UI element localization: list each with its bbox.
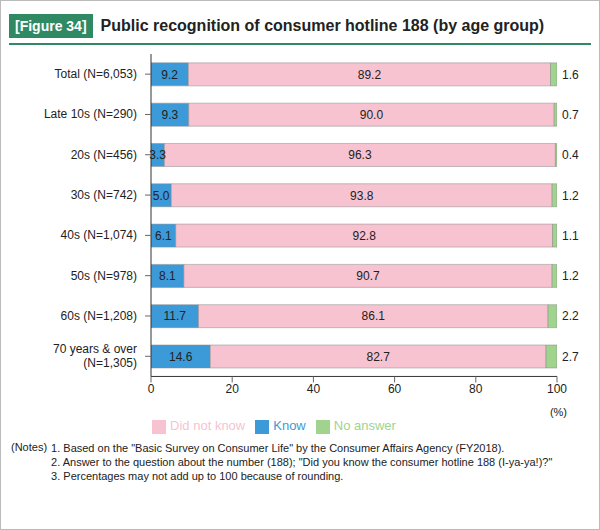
html-text:No answer: No answer	[333, 418, 396, 434]
html-text:Did not know: Did not know	[170, 418, 246, 434]
svg-text:3.3: 3.3	[149, 148, 166, 162]
svg-text:1.1: 1.1	[562, 229, 579, 243]
svg-text:Total (N=6,053): Total (N=6,053)	[55, 67, 137, 81]
svg-text:90.0: 90.0	[360, 108, 384, 122]
svg-text:100: 100	[547, 382, 567, 396]
html-text:(Notes) 1. Based on the "Basic: (Notes) 1. Based on the "Basic Survey on…	[11, 441, 505, 454]
svg-text:80: 80	[469, 382, 483, 396]
svg-text:1.2: 1.2	[562, 269, 579, 283]
svg-text:20s (N=456): 20s (N=456)	[71, 148, 137, 162]
svg-text:5.0: 5.0	[153, 189, 170, 203]
svg-text:20: 20	[226, 382, 240, 396]
svg-text:86.1: 86.1	[362, 309, 386, 323]
svg-text:40: 40	[307, 382, 321, 396]
svg-text:6.1: 6.1	[155, 229, 172, 243]
html-text:2. Answer to the question abou: 2. Answer to the question about the numb…	[51, 456, 553, 468]
svg-text:1.6: 1.6	[562, 68, 579, 82]
svg-text:70 years & over(N=1,305): 70 years & over(N=1,305)	[53, 342, 137, 370]
svg-text:50s (N=978): 50s (N=978)	[71, 269, 137, 283]
html-text:[Figure 34]: [Figure 34]	[15, 18, 87, 34]
svg-text:0.4: 0.4	[562, 148, 579, 162]
html-text:Public recognition of consumer: Public recognition of consumer hotline 1…	[100, 17, 545, 34]
svg-text:60: 60	[388, 382, 402, 396]
svg-text:60s (N=1,208): 60s (N=1,208)	[61, 309, 137, 323]
svg-text:0: 0	[148, 382, 155, 396]
svg-text:0.7: 0.7	[562, 108, 579, 122]
svg-text:1.2: 1.2	[562, 189, 579, 203]
html-text:Know: Know	[273, 418, 306, 434]
svg-text:14.6: 14.6	[169, 350, 193, 364]
svg-text:40s (N=1,074): 40s (N=1,074)	[61, 228, 137, 242]
svg-text:9.3: 9.3	[162, 108, 179, 122]
svg-text:92.8: 92.8	[352, 229, 376, 243]
html-text:3. Percentages may not add up: 3. Percentages may not add up to 100 bec…	[51, 470, 344, 482]
svg-text:2.2: 2.2	[562, 309, 579, 323]
svg-text:Late 10s (N=290): Late 10s (N=290)	[44, 107, 137, 121]
svg-text:2.7: 2.7	[562, 350, 579, 364]
svg-text:11.7: 11.7	[164, 309, 187, 323]
svg-text:9.2: 9.2	[161, 68, 178, 82]
svg-text:(%): (%)	[550, 406, 567, 418]
svg-text:30s (N=742): 30s (N=742)	[71, 188, 137, 202]
svg-text:82.7: 82.7	[366, 350, 390, 364]
svg-text:89.2: 89.2	[358, 68, 382, 82]
svg-text:90.7: 90.7	[356, 269, 380, 283]
svg-text:93.8: 93.8	[350, 189, 374, 203]
svg-text:96.3: 96.3	[348, 148, 372, 162]
svg-text:8.1: 8.1	[159, 269, 176, 283]
